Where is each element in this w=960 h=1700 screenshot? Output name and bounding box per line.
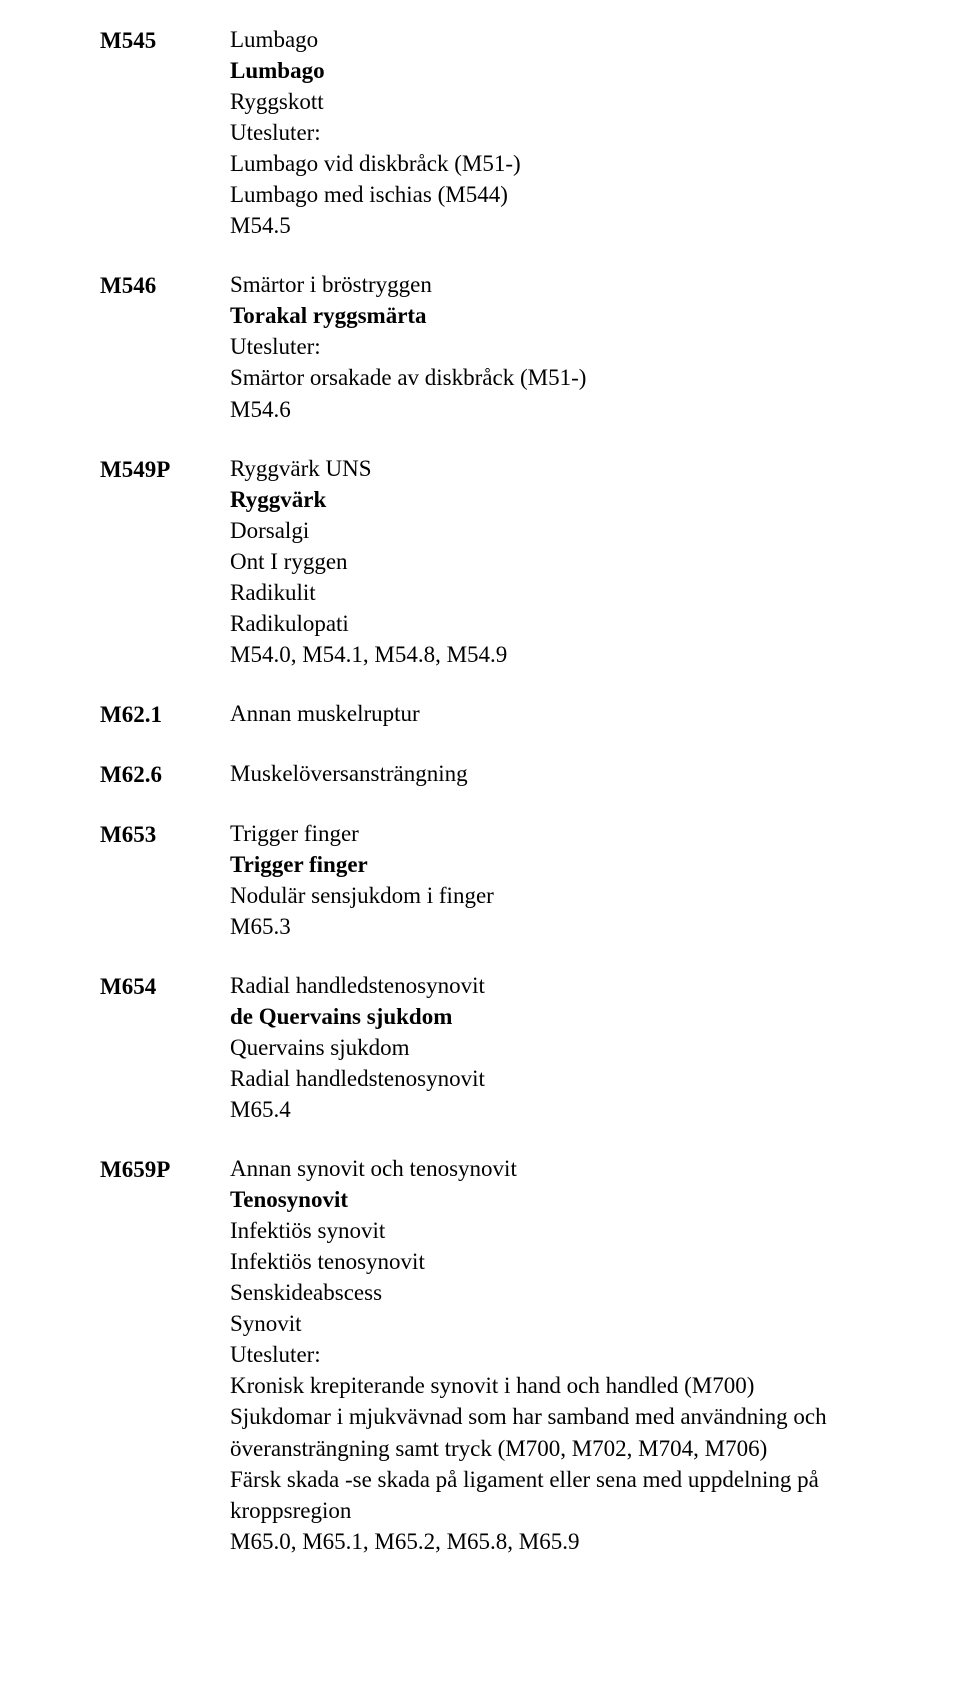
entry-line: Sjukdomar i mjukvävnad som har samband m… <box>230 1401 880 1463</box>
entry: M653Trigger fingerTrigger fingerNodulär … <box>100 818 880 942</box>
entry-title: Ryggvärk UNS <box>230 453 880 484</box>
document-page: M545LumbagoLumbagoRyggskottUtesluter:Lum… <box>0 0 960 1645</box>
entry-body: Annan muskelruptur <box>230 698 880 729</box>
entry-subtitle: Lumbago <box>230 55 880 86</box>
entry-code: M546 <box>100 269 230 301</box>
entry-coderef: M65.4 <box>230 1094 880 1125</box>
entry-line: Radikulit <box>230 577 880 608</box>
entry-line: Utesluter: <box>230 1339 880 1370</box>
entry-line: Smärtor orsakade av diskbråck (M51-) <box>230 362 880 393</box>
entry-line: Färsk skada -se skada på ligament eller … <box>230 1464 880 1526</box>
entry-title: Lumbago <box>230 24 880 55</box>
entry-code: M659P <box>100 1153 230 1185</box>
entry-line: Nodulär sensjukdom i finger <box>230 880 880 911</box>
entry-body: Radial handledstenosynovitde Quervains s… <box>230 970 880 1125</box>
entry-title: Annan synovit och tenosynovit <box>230 1153 880 1184</box>
entry-coderef: M54.5 <box>230 210 880 241</box>
entry-line: Quervains sjukdom <box>230 1032 880 1063</box>
entry: M549PRyggvärk UNSRyggvärkDorsalgiOnt I r… <box>100 453 880 670</box>
entry-subtitle: Trigger finger <box>230 849 880 880</box>
entry-line: Synovit <box>230 1308 880 1339</box>
entry-line: Utesluter: <box>230 331 880 362</box>
entry: M659PAnnan synovit och tenosynovitTenosy… <box>100 1153 880 1557</box>
entry-line: Kronisk krepiterande synovit i hand och … <box>230 1370 880 1401</box>
entry-subtitle: Torakal ryggsmärta <box>230 300 880 331</box>
entry: M546Smärtor i bröstryggenTorakal ryggsmä… <box>100 269 880 424</box>
entry-body: Trigger fingerTrigger fingerNodulär sens… <box>230 818 880 942</box>
entry: M654Radial handledstenosynovitde Quervai… <box>100 970 880 1125</box>
entry-coderef: M54.6 <box>230 394 880 425</box>
entry-body: Ryggvärk UNSRyggvärkDorsalgiOnt I ryggen… <box>230 453 880 670</box>
entry-code: M653 <box>100 818 230 850</box>
entry-line: Radial handledstenosynovit <box>230 1063 880 1094</box>
entry-title: Smärtor i bröstryggen <box>230 269 880 300</box>
entry-line: Lumbago vid diskbråck (M51-) <box>230 148 880 179</box>
entry-line: Ryggskott <box>230 86 880 117</box>
entry-coderef: M54.0, M54.1, M54.8, M54.9 <box>230 639 880 670</box>
entry-line: Radikulopati <box>230 608 880 639</box>
entry-line: Senskideabscess <box>230 1277 880 1308</box>
entry-body: Annan synovit och tenosynovitTenosynovit… <box>230 1153 880 1557</box>
entry-line: Utesluter: <box>230 117 880 148</box>
entry-coderef: M65.3 <box>230 911 880 942</box>
entry-code: M549P <box>100 453 230 485</box>
entry-body: Smärtor i bröstryggenTorakal ryggsmärtaU… <box>230 269 880 424</box>
entry-line: Dorsalgi <box>230 515 880 546</box>
entry-code: M654 <box>100 970 230 1002</box>
entry-subtitle: de Quervains sjukdom <box>230 1001 880 1032</box>
entry-body: LumbagoLumbagoRyggskottUtesluter:Lumbago… <box>230 24 880 241</box>
entry: M545LumbagoLumbagoRyggskottUtesluter:Lum… <box>100 24 880 241</box>
entry-title: Annan muskelruptur <box>230 698 880 729</box>
entry-subtitle: Ryggvärk <box>230 484 880 515</box>
entry-coderef: M65.0, M65.1, M65.2, M65.8, M65.9 <box>230 1526 880 1557</box>
entry-title: Muskelöversansträngning <box>230 758 880 789</box>
entry-title: Trigger finger <box>230 818 880 849</box>
entry-line: Infektiös synovit <box>230 1215 880 1246</box>
entry-line: Lumbago med ischias (M544) <box>230 179 880 210</box>
entry-line: Ont I ryggen <box>230 546 880 577</box>
entry-code: M545 <box>100 24 230 56</box>
entry: M62.6Muskelöversansträngning <box>100 758 880 790</box>
entry: M62.1Annan muskelruptur <box>100 698 880 730</box>
entry-title: Radial handledstenosynovit <box>230 970 880 1001</box>
entry-code: M62.6 <box>100 758 230 790</box>
entry-body: Muskelöversansträngning <box>230 758 880 789</box>
entry-code: M62.1 <box>100 698 230 730</box>
entry-subtitle: Tenosynovit <box>230 1184 880 1215</box>
entry-line: Infektiös tenosynovit <box>230 1246 880 1277</box>
